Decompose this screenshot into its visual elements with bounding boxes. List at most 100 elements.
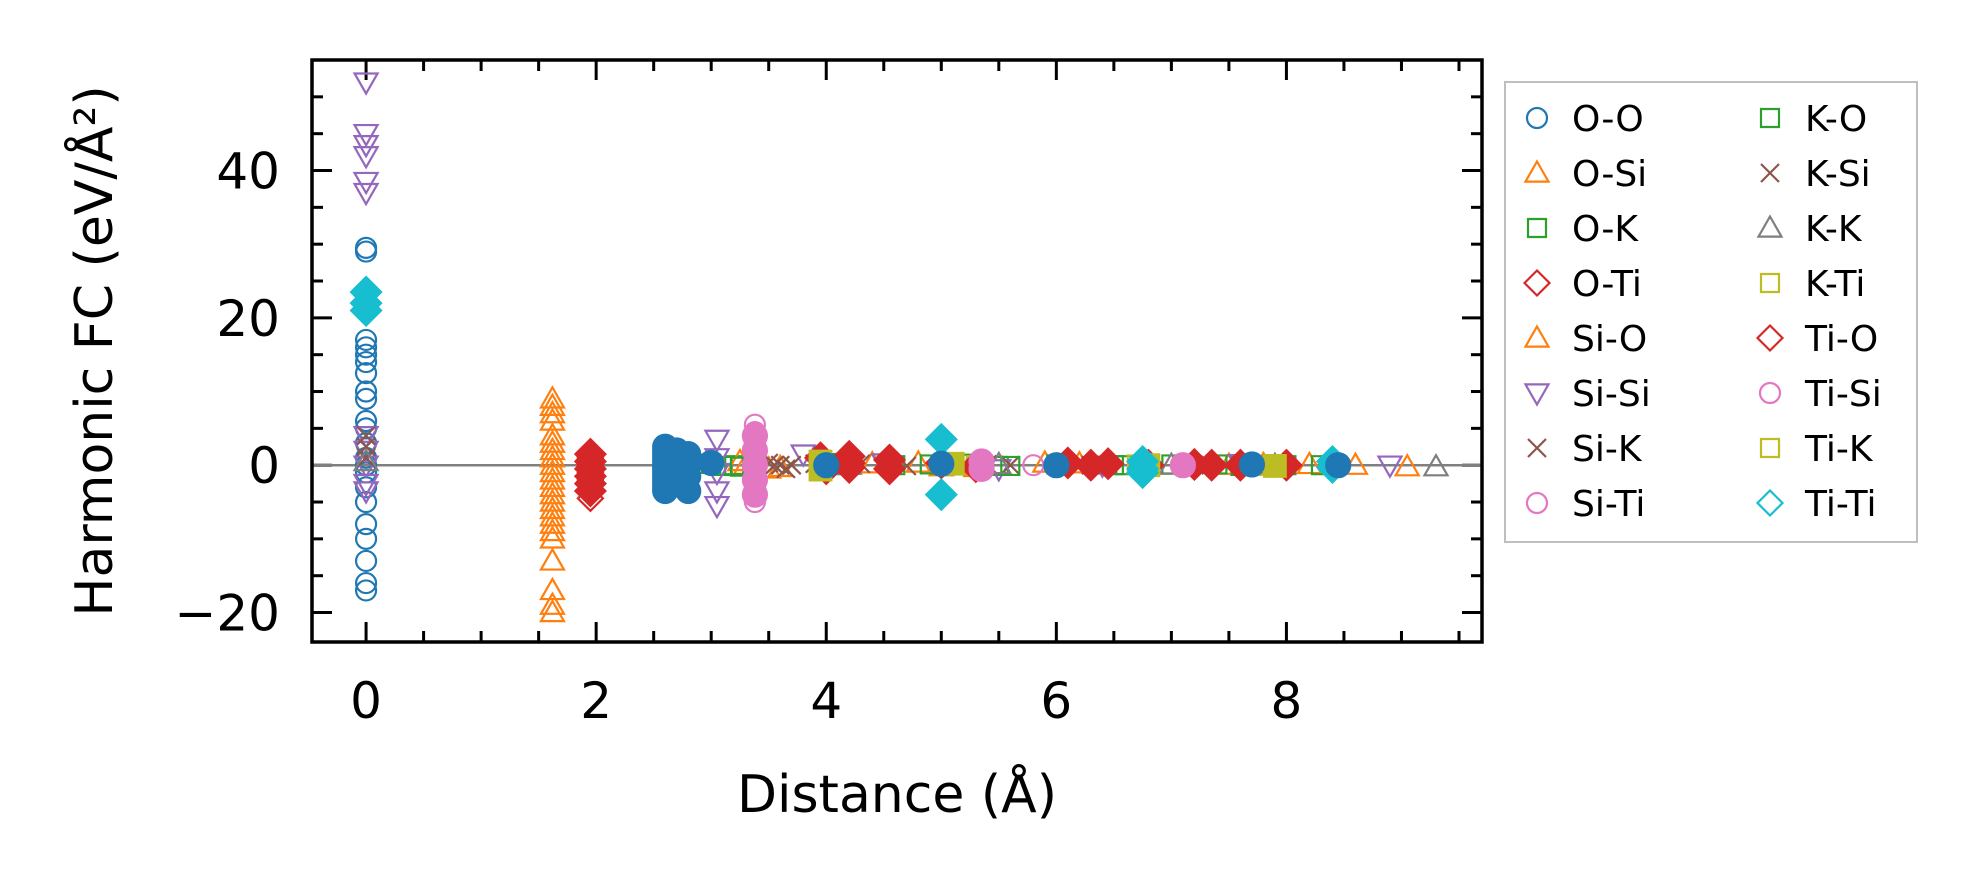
legend-label: Ti-K (1804, 429, 1874, 470)
x-tick-label: 0 (350, 672, 382, 730)
y-tick-label: 40 (216, 143, 280, 201)
data-point (539, 547, 566, 571)
legend-item: O-Ti (1522, 264, 1642, 305)
legend-label: Ti-Si (1804, 374, 1882, 415)
legend-marker (1522, 268, 1552, 298)
data-point (675, 477, 702, 505)
data-point (1043, 452, 1070, 479)
data-point (539, 525, 566, 549)
data-point (1238, 451, 1266, 478)
data-point (928, 450, 955, 477)
data-point (539, 480, 566, 505)
data-point (539, 503, 566, 527)
data-point (1195, 448, 1229, 482)
data-point (1169, 452, 1196, 479)
data-point (703, 481, 731, 505)
data-point (352, 425, 380, 450)
legend-label: O-K (1572, 209, 1639, 250)
data-point (354, 362, 378, 385)
data-point (573, 474, 607, 508)
data-point (354, 240, 378, 263)
legend-marker (1755, 488, 1785, 518)
legend-label: O-Ti (1572, 264, 1642, 305)
data-point (539, 510, 566, 534)
legend-item: K-O (1759, 99, 1867, 140)
axis-ticks (312, 60, 1482, 642)
data-point (539, 576, 566, 601)
legend-marker (1523, 159, 1551, 183)
data-point (781, 455, 802, 475)
data-point (352, 473, 380, 498)
data-point (539, 495, 566, 520)
y-tick-label: 0 (248, 437, 280, 495)
data-point (539, 422, 566, 446)
legend-item: Ti-Si (1758, 374, 1882, 415)
data-point (352, 481, 380, 505)
data-point (703, 429, 731, 454)
data-point (352, 146, 380, 170)
data-point (354, 409, 378, 433)
y-tick-label: 20 (216, 290, 280, 348)
data-point (924, 478, 958, 512)
x-tick-label: 6 (1040, 672, 1072, 730)
y-axis-label: Harmonic FC (eV/Å²) (63, 85, 125, 616)
data-point (539, 591, 566, 615)
legend-label: Si-O (1572, 319, 1647, 360)
legend-item: O-K (1526, 209, 1639, 250)
x-axis-label: Distance (Å) (737, 763, 1057, 825)
legend-item: Si-K (1527, 429, 1643, 470)
data-point (539, 488, 566, 512)
data-point (539, 598, 566, 623)
series-ti-si (741, 422, 1196, 508)
legend-label: Si-K (1572, 429, 1643, 470)
data-point (354, 328, 378, 352)
data-point (1325, 452, 1352, 479)
legend-marker (1759, 272, 1781, 294)
data-point (352, 447, 380, 472)
legend-item: Ti-K (1759, 429, 1874, 470)
data-point (354, 579, 378, 602)
data-point (349, 293, 383, 328)
data-point (764, 455, 785, 475)
data-point (539, 517, 566, 542)
series-o-si (539, 385, 1421, 623)
legend-label: Ti-Ti (1804, 484, 1876, 525)
data-point (356, 448, 376, 468)
legend-marker (1758, 381, 1782, 405)
data-point (539, 407, 566, 431)
data-point (354, 571, 378, 595)
x-tick-label: 2 (580, 672, 612, 730)
y-tick-label: −20 (174, 585, 280, 643)
data-point (776, 459, 796, 479)
legend-marker (1523, 383, 1551, 407)
legend-label: O-O (1572, 99, 1644, 140)
legend-item: Si-O (1523, 319, 1647, 360)
plot-frame (310, 58, 1484, 644)
data-point (968, 455, 995, 482)
legend-marker (1523, 324, 1551, 348)
legend-label: Si-Si (1572, 374, 1651, 415)
data-point (539, 385, 566, 409)
data-point (354, 350, 378, 374)
data-point (1393, 452, 1421, 477)
legend-item: Si-Si (1523, 374, 1651, 415)
legend-item: O-Si (1523, 154, 1647, 195)
data-point (539, 473, 566, 498)
legend-label: Si-Ti (1572, 484, 1645, 525)
data-point (698, 449, 725, 477)
data-point (1376, 455, 1404, 479)
legend-marker (1525, 491, 1549, 515)
legend-marker (1526, 217, 1548, 239)
legend-item: Ti-Ti (1755, 484, 1876, 525)
data-point (1091, 447, 1125, 481)
data-point (813, 452, 840, 479)
legend-marker (1525, 106, 1549, 130)
legend-item: K-K (1756, 209, 1863, 250)
data-point (354, 387, 378, 410)
x-tick-label: 8 (1271, 672, 1303, 730)
legend-marker (1527, 438, 1547, 458)
data-point (539, 466, 566, 490)
data-point (832, 446, 866, 480)
legend-label: K-Si (1805, 154, 1871, 195)
legend-item: K-Ti (1759, 264, 1865, 305)
